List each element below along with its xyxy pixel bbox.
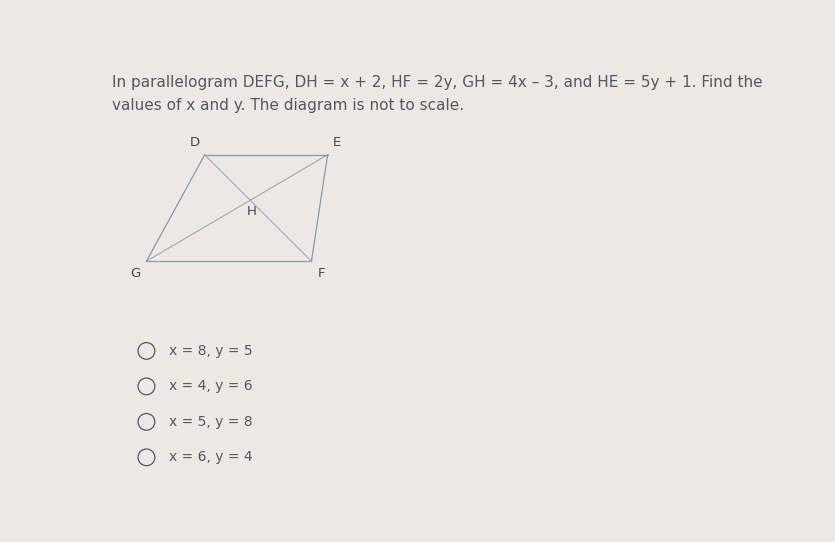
Text: D: D bbox=[190, 136, 200, 149]
Text: x = 4, y = 6: x = 4, y = 6 bbox=[169, 379, 253, 393]
Text: F: F bbox=[317, 267, 325, 280]
Text: H: H bbox=[247, 205, 257, 217]
Text: x = 5, y = 8: x = 5, y = 8 bbox=[169, 415, 253, 429]
Text: In parallelogram DEFG, DH = x + 2, HF = 2y, GH = 4x – 3, and HE = 5y + 1. Find t: In parallelogram DEFG, DH = x + 2, HF = … bbox=[112, 75, 762, 91]
Text: E: E bbox=[333, 136, 342, 149]
Text: values of x and y. The diagram is not to scale.: values of x and y. The diagram is not to… bbox=[112, 99, 464, 113]
Text: G: G bbox=[130, 267, 140, 280]
Text: x = 8, y = 5: x = 8, y = 5 bbox=[169, 344, 253, 358]
Text: x = 6, y = 4: x = 6, y = 4 bbox=[169, 450, 253, 464]
